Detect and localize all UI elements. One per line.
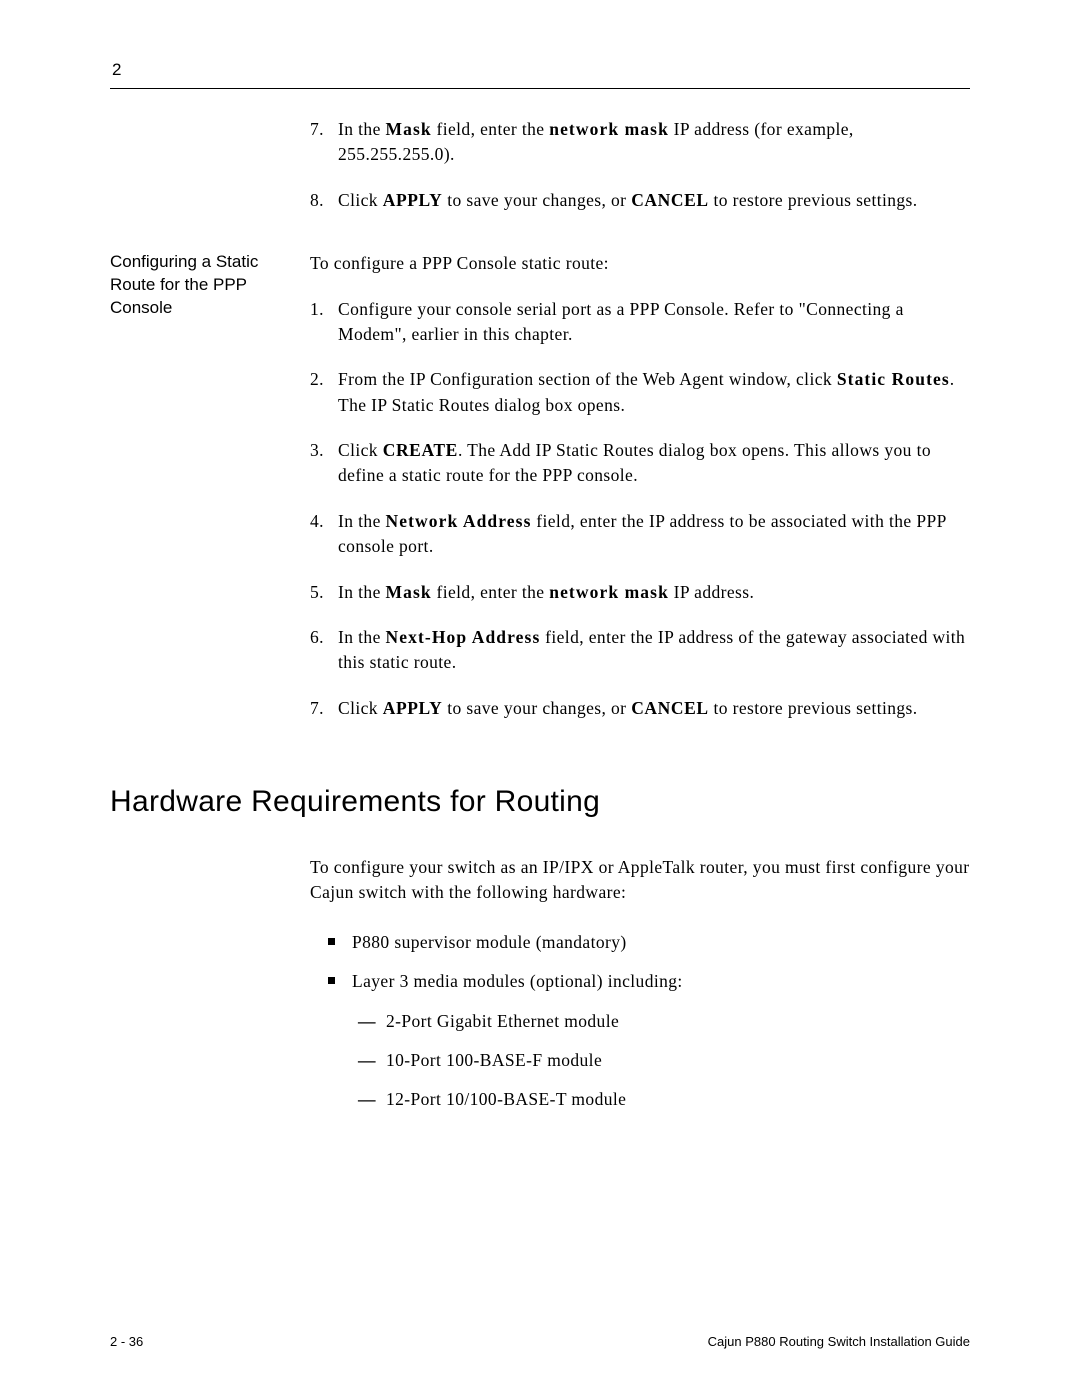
hw-sub-1: 2-Port Gigabit Ethernet module [352, 1009, 970, 1034]
bold-cancel-2: CANCEL [631, 698, 709, 718]
hw-item-2: Layer 3 media modules (optional) includi… [310, 969, 970, 1113]
continued-steps: In the Mask field, enter the network mas… [310, 117, 970, 213]
side-heading: Configuring a Static Route for the PPP C… [110, 251, 292, 320]
bold-next-hop: Next-Hop Address [386, 627, 541, 647]
bold-cancel: CANCEL [631, 190, 709, 210]
step-7: In the Mask field, enter the network mas… [310, 117, 970, 168]
ppp-step-4: In the Network Address field, enter the … [310, 509, 970, 560]
ppp-step-7: Click APPLY to save your changes, or CAN… [310, 696, 970, 721]
hw-sub-3: 12-Port 10/100-BASE-T module [352, 1087, 970, 1112]
continuation-block: In the Mask field, enter the network mas… [110, 117, 970, 233]
hardware-intro: To configure your switch as an IP/IPX or… [310, 855, 970, 906]
page-footer: 2 - 36 Cajun P880 Routing Switch Install… [110, 1334, 970, 1349]
hw-sub-2: 10-Port 100-BASE-F module [352, 1048, 970, 1073]
ppp-section: Configuring a Static Route for the PPP C… [110, 251, 970, 741]
page: 2 In the Mask field, enter the network m… [0, 0, 1080, 1397]
ppp-body: To configure a PPP Console static route:… [310, 251, 970, 741]
bold-create: CREATE [383, 440, 458, 460]
hardware-section: To configure your switch as an IP/IPX or… [110, 855, 970, 1127]
ppp-step-5: In the Mask field, enter the network mas… [310, 580, 970, 605]
footer-doc-title: Cajun P880 Routing Switch Installation G… [708, 1334, 970, 1349]
bold-network-mask-2: network mask [549, 582, 669, 602]
side-col-heading: Configuring a Static Route for the PPP C… [110, 251, 310, 320]
header-rule [110, 88, 970, 89]
bold-static-routes: Static Routes [837, 369, 950, 389]
bold-apply-2: APPLY [383, 698, 443, 718]
bold-apply: APPLY [383, 190, 443, 210]
hardware-list: P880 supervisor module (mandatory) Layer… [310, 930, 970, 1113]
step-8: Click APPLY to save your changes, or CAN… [310, 188, 970, 213]
bold-network-address: Network Address [386, 511, 532, 531]
ppp-intro: To configure a PPP Console static route: [310, 251, 970, 276]
hardware-body: To configure your switch as an IP/IPX or… [310, 855, 970, 1127]
bold-mask: Mask [386, 119, 432, 139]
bold-network-mask: network mask [549, 119, 669, 139]
hardware-sublist: 2-Port Gigabit Ethernet module 10-Port 1… [352, 1009, 970, 1113]
ppp-step-6: In the Next-Hop Address field, enter the… [310, 625, 970, 676]
ppp-step-1: Configure your console serial port as a … [310, 297, 970, 348]
chapter-number: 2 [112, 60, 970, 80]
body-col: In the Mask field, enter the network mas… [310, 117, 970, 233]
section-heading: Hardware Requirements for Routing [110, 785, 970, 819]
footer-page-number: 2 - 36 [110, 1334, 143, 1349]
ppp-step-3: Click CREATE. The Add IP Static Routes d… [310, 438, 970, 489]
ppp-steps: Configure your console serial port as a … [310, 297, 970, 722]
bold-mask-2: Mask [386, 582, 432, 602]
hw-item-1: P880 supervisor module (mandatory) [310, 930, 970, 955]
ppp-step-2: From the IP Configuration section of the… [310, 367, 970, 418]
